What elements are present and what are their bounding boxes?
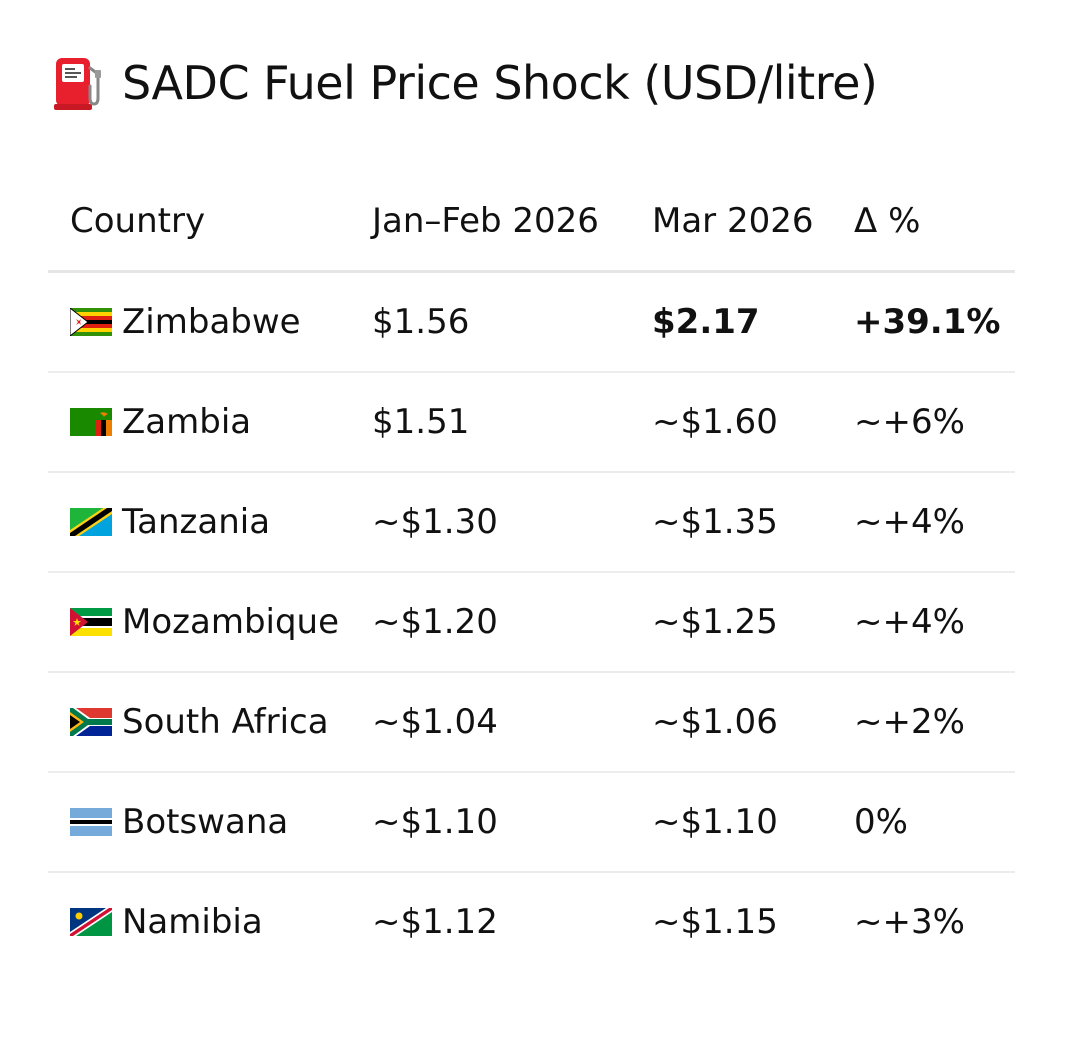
mar-value: $2.17	[638, 271, 840, 373]
south-africa-flag-icon	[70, 708, 112, 736]
title-text: SADC Fuel Price Shock (USD/litre)	[122, 56, 878, 110]
table-row: Tanzania ~$1.30 ~$1.35 ~+4%	[48, 472, 1015, 573]
namibia-flag-icon	[70, 908, 112, 936]
table-row: Namibia ~$1.12 ~$1.15 ~+3%	[48, 872, 1015, 971]
botswana-flag-icon	[70, 808, 112, 836]
header-delta: Δ %	[840, 172, 1015, 273]
table-row: Zambia $1.51 ~$1.60 ~+6%	[48, 372, 1015, 473]
table-row: Zimbabwe $1.56 $2.17 +39.1%	[48, 271, 1015, 373]
delta-value: ~+6%	[840, 372, 1015, 473]
table-row: Mozambique ~$1.20 ~$1.25 ~+4%	[48, 572, 1015, 673]
mar-value: ~$1.06	[638, 672, 840, 773]
zimbabwe-flag-icon	[70, 308, 112, 336]
delta-value: ~+4%	[840, 572, 1015, 673]
header-mar: Mar 2026	[638, 172, 840, 273]
mar-value: ~$1.10	[638, 772, 840, 873]
delta-value: 0%	[840, 772, 1015, 873]
delta-value: ~+4%	[840, 472, 1015, 573]
country-name: Mozambique	[122, 602, 340, 642]
delta-value: +39.1%	[840, 271, 1015, 373]
mozambique-flag-icon	[70, 608, 112, 636]
mar-value: ~$1.15	[652, 902, 778, 942]
jan-feb-value: $1.51	[358, 372, 638, 473]
country-name: Namibia	[122, 902, 263, 942]
jan-feb-value: ~$1.12	[372, 902, 498, 942]
jan-feb-value: ~$1.10	[358, 772, 638, 873]
country-name: Zimbabwe	[122, 302, 301, 342]
mar-value: ~$1.35	[638, 472, 840, 573]
fuel-pump-icon	[54, 58, 101, 110]
header-jan-feb: Jan–Feb 2026	[358, 172, 638, 273]
country-name: South Africa	[122, 702, 329, 742]
fuel-price-table: Country Jan–Feb 2026 Mar 2026 Δ %	[48, 172, 1015, 971]
table-header-row: Country Jan–Feb 2026 Mar 2026 Δ %	[48, 172, 1015, 273]
table-row: South Africa ~$1.04 ~$1.06 ~+2%	[48, 672, 1015, 773]
country-name: Botswana	[122, 802, 289, 842]
zambia-flag-icon	[70, 408, 112, 436]
header-country: Country	[48, 172, 358, 273]
jan-feb-value: ~$1.20	[358, 572, 638, 673]
mar-value: ~$1.25	[638, 572, 840, 673]
table-row: Botswana ~$1.10 ~$1.10 0%	[48, 772, 1015, 873]
delta-value: ~+2%	[840, 672, 1015, 773]
jan-feb-value: $1.56	[358, 271, 638, 373]
delta-value: ~+3%	[854, 902, 965, 942]
country-name: Zambia	[122, 402, 252, 442]
jan-feb-value: ~$1.30	[358, 472, 638, 573]
tanzania-flag-icon	[70, 508, 112, 536]
page-title: SADC Fuel Price Shock (USD/litre)	[52, 48, 878, 118]
country-name: Tanzania	[122, 502, 271, 542]
jan-feb-value: ~$1.04	[358, 672, 638, 773]
mar-value: ~$1.60	[638, 372, 840, 473]
